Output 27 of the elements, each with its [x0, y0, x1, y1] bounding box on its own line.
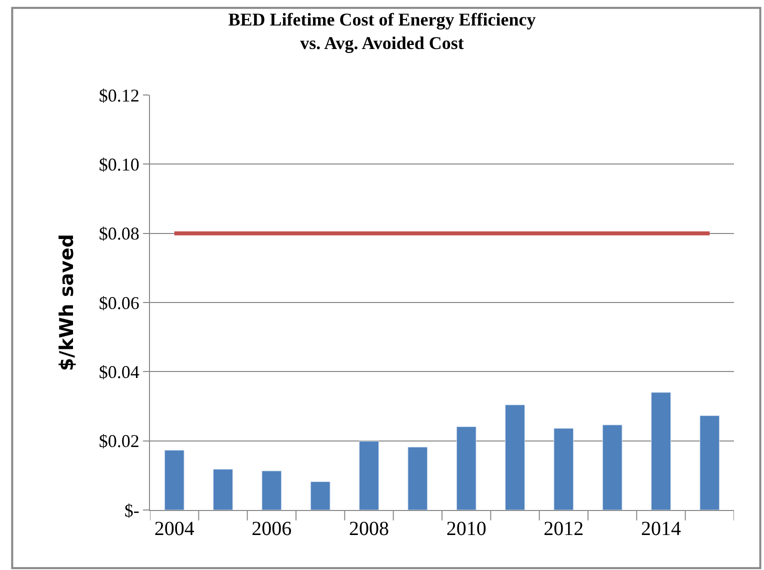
chart-title: BED Lifetime Cost of Energy Efficiency vs. Avg. Avoided Cost — [228, 10, 536, 54]
x-tick-label: 2006 — [252, 518, 292, 540]
bar — [456, 426, 476, 510]
bar — [310, 481, 330, 510]
y-tick-label: $0.02 — [98, 431, 140, 452]
x-tick-label: 2014 — [641, 518, 681, 540]
x-tick-label: 2004 — [154, 518, 194, 540]
y-tick-label: $0.10 — [98, 154, 140, 174]
bar — [505, 404, 525, 510]
bar — [262, 470, 282, 510]
x-tick-label: 2008 — [349, 518, 389, 540]
bar — [164, 450, 184, 510]
y-tick-label: $0.04 — [98, 362, 140, 382]
bar — [408, 446, 428, 510]
bar — [359, 440, 379, 510]
bar — [213, 468, 233, 510]
y-tick-label: $- — [124, 500, 140, 520]
bar — [700, 415, 720, 510]
y-tick-label: $0.12 — [98, 85, 140, 106]
bar — [554, 428, 574, 510]
x-tick-label: 2012 — [544, 518, 584, 540]
y-axis-title: $/kWh saved — [56, 234, 78, 371]
bar — [651, 392, 671, 510]
y-tick-label: $0.06 — [98, 292, 140, 313]
y-tick-label: $0.08 — [98, 224, 140, 244]
bar — [602, 424, 622, 510]
x-tick-label: 2010 — [446, 518, 486, 540]
